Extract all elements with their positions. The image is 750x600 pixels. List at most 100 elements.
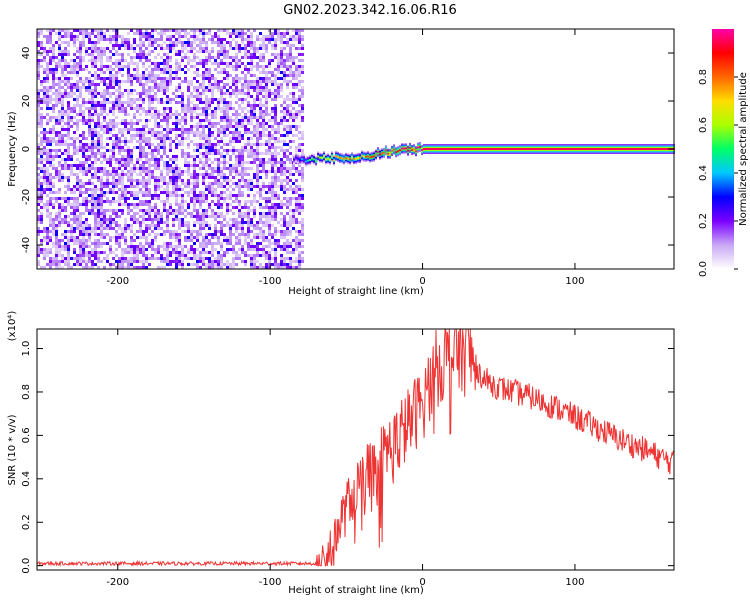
- spectrogram-cell: [133, 218, 136, 221]
- spectrogram-cell: [205, 263, 208, 266]
- spectrogram-cell: [280, 200, 283, 203]
- spectrogram-cell: [118, 194, 121, 197]
- spectrogram-cell: [67, 122, 70, 125]
- spectrogram-cell: [217, 194, 220, 197]
- spectrogram-cell: [88, 257, 91, 260]
- spectrogram-cell: [166, 242, 169, 245]
- spectrogram-cell: [64, 122, 67, 125]
- spectrogram-cell: [70, 35, 73, 38]
- spectrogram-cell: [76, 242, 79, 245]
- spectrogram-cell: [76, 74, 79, 77]
- spectrogram-cell: [208, 86, 211, 89]
- spectrogram-cell: [196, 68, 199, 71]
- spectrogram-cell: [154, 218, 157, 221]
- spectrogram-cell: [265, 143, 268, 146]
- spectrogram-cell: [244, 128, 247, 131]
- spectrogram-cell: [181, 68, 184, 71]
- spectrogram-cell: [190, 155, 193, 158]
- spectrogram-cell: [238, 158, 241, 161]
- spectrogram-cell: [94, 47, 97, 50]
- spectrogram-cell: [250, 242, 253, 245]
- spectrogram-cell: [136, 218, 139, 221]
- spectrogram-cell: [184, 77, 187, 80]
- spectrogram-cell: [67, 245, 70, 248]
- spectrogram-cell: [154, 233, 157, 236]
- spectrogram-cell: [106, 224, 109, 227]
- spectrogram-cell: [145, 224, 148, 227]
- spectrogram-cell: [136, 65, 139, 68]
- spectrogram-cell: [208, 143, 211, 146]
- spectrogram-cell: [103, 146, 106, 149]
- spectrogram-cell: [253, 260, 256, 263]
- spectrogram-cell: [214, 215, 217, 218]
- spectrogram-cell: [154, 182, 157, 185]
- spectrogram-cell: [259, 254, 262, 257]
- spectrogram-cell: [301, 152, 304, 155]
- spectrogram-cell: [148, 53, 151, 56]
- spectrogram-cell: [238, 185, 241, 188]
- figure-title: GN02.2023.342.16.06.R16: [283, 3, 457, 18]
- spectrogram-cell: [118, 146, 121, 149]
- spectrogram-cell: [232, 65, 235, 68]
- spectrogram-cell: [37, 59, 40, 62]
- spectrogram-cell: [250, 35, 253, 38]
- spectrogram-cell: [145, 68, 148, 71]
- spectrogram-cell: [61, 116, 64, 119]
- spectrogram-cell: [208, 32, 211, 35]
- spectrogram-cell: [151, 107, 154, 110]
- spectrogram-cell: [262, 77, 265, 80]
- spectrogram-cell: [127, 158, 130, 161]
- spectrogram-cell: [79, 134, 82, 137]
- spectrogram-cell: [217, 35, 220, 38]
- spectrogram-cell: [121, 110, 124, 113]
- spectrogram-cell: [64, 77, 67, 80]
- spectrogram-cell: [133, 248, 136, 251]
- spectrogram-cell: [121, 53, 124, 56]
- spectrogram-cell: [64, 260, 67, 263]
- spectrogram-cell: [289, 110, 292, 113]
- spectrogram-cell: [61, 68, 64, 71]
- spectrogram-cell: [223, 47, 226, 50]
- spectrogram-cell: [199, 242, 202, 245]
- spectrogram-cell: [157, 227, 160, 230]
- spectrogram-cell: [163, 29, 166, 32]
- spectrogram-cell: [265, 218, 268, 221]
- spectrogram-cell: [67, 143, 70, 146]
- spectrogram-cell: [250, 41, 253, 44]
- spectrogram-cell: [142, 221, 145, 224]
- spectrogram-cell: [199, 167, 202, 170]
- spectrogram-cell: [37, 116, 40, 119]
- line-track-cell: [409, 146, 412, 149]
- spectrogram-cell: [223, 233, 226, 236]
- spectrogram-cell: [97, 203, 100, 206]
- line-track-cell: [477, 148, 480, 150]
- spectrogram-cell: [271, 38, 274, 41]
- spectrogram-cell: [283, 257, 286, 260]
- spectrogram-cell: [88, 170, 91, 173]
- spectrogram-cell: [205, 170, 208, 173]
- spectrogram-cell: [208, 182, 211, 185]
- spectrogram-cell: [262, 212, 265, 215]
- spectrogram-cell: [286, 212, 289, 215]
- spectrogram-cell: [127, 95, 130, 98]
- spectrogram-cell: [169, 245, 172, 248]
- spectrogram-cell: [43, 179, 46, 182]
- spectrogram-cell: [82, 173, 85, 176]
- spectrogram-cell: [94, 263, 97, 266]
- spectrogram-cell: [85, 149, 88, 152]
- spectrogram-cell: [43, 251, 46, 254]
- spectrogram-cell: [52, 77, 55, 80]
- spectrogram-cell: [223, 173, 226, 176]
- spectrogram-cell: [223, 179, 226, 182]
- spectrogram-cell: [214, 35, 217, 38]
- spectrogram-cell: [43, 248, 46, 251]
- spectrogram-cell: [157, 110, 160, 113]
- spectrogram-cell: [46, 182, 49, 185]
- spectrogram-cell: [298, 242, 301, 245]
- spectrogram-cell: [289, 224, 292, 227]
- spectrogram-cell: [298, 203, 301, 206]
- spectrogram-cell: [100, 71, 103, 74]
- spectrogram-cell: [274, 53, 277, 56]
- spectrogram-cell: [208, 152, 211, 155]
- spectrogram-cell: [52, 227, 55, 230]
